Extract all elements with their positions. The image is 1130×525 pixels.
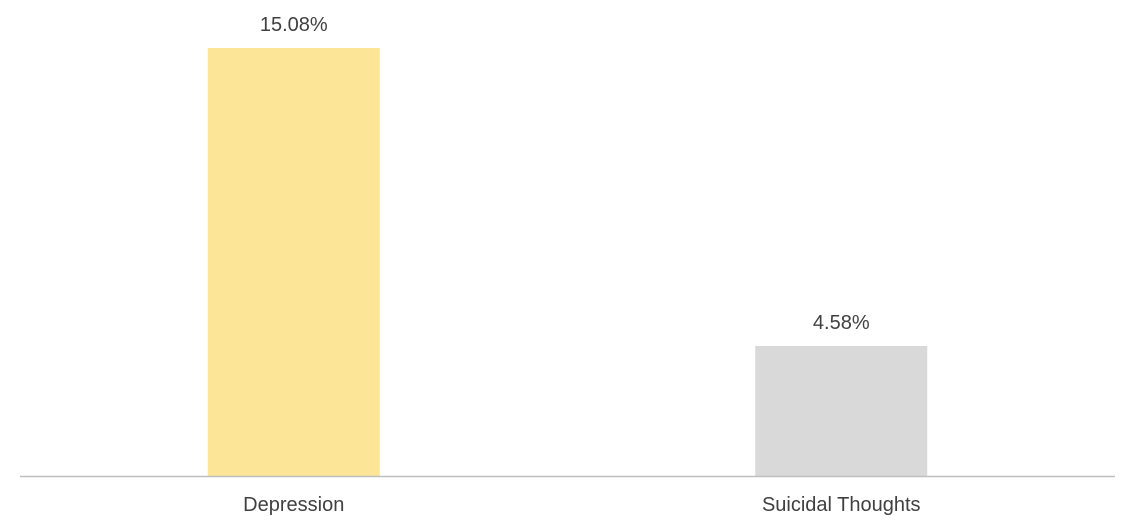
- data-label-depression: 15.08%: [260, 14, 328, 36]
- data-label-suicidal-thoughts: 4.58%: [813, 312, 870, 334]
- category-labels-group: Depression Suicidal Thoughts: [243, 494, 920, 516]
- bar-depression: [207, 48, 380, 476]
- data-labels-group: 15.08% 4.58%: [260, 14, 870, 334]
- bars-group: [207, 48, 928, 476]
- bar-suicidal-thoughts: [755, 346, 928, 476]
- category-label-suicidal-thoughts: Suicidal Thoughts: [762, 494, 921, 516]
- category-label-depression: Depression: [243, 494, 344, 516]
